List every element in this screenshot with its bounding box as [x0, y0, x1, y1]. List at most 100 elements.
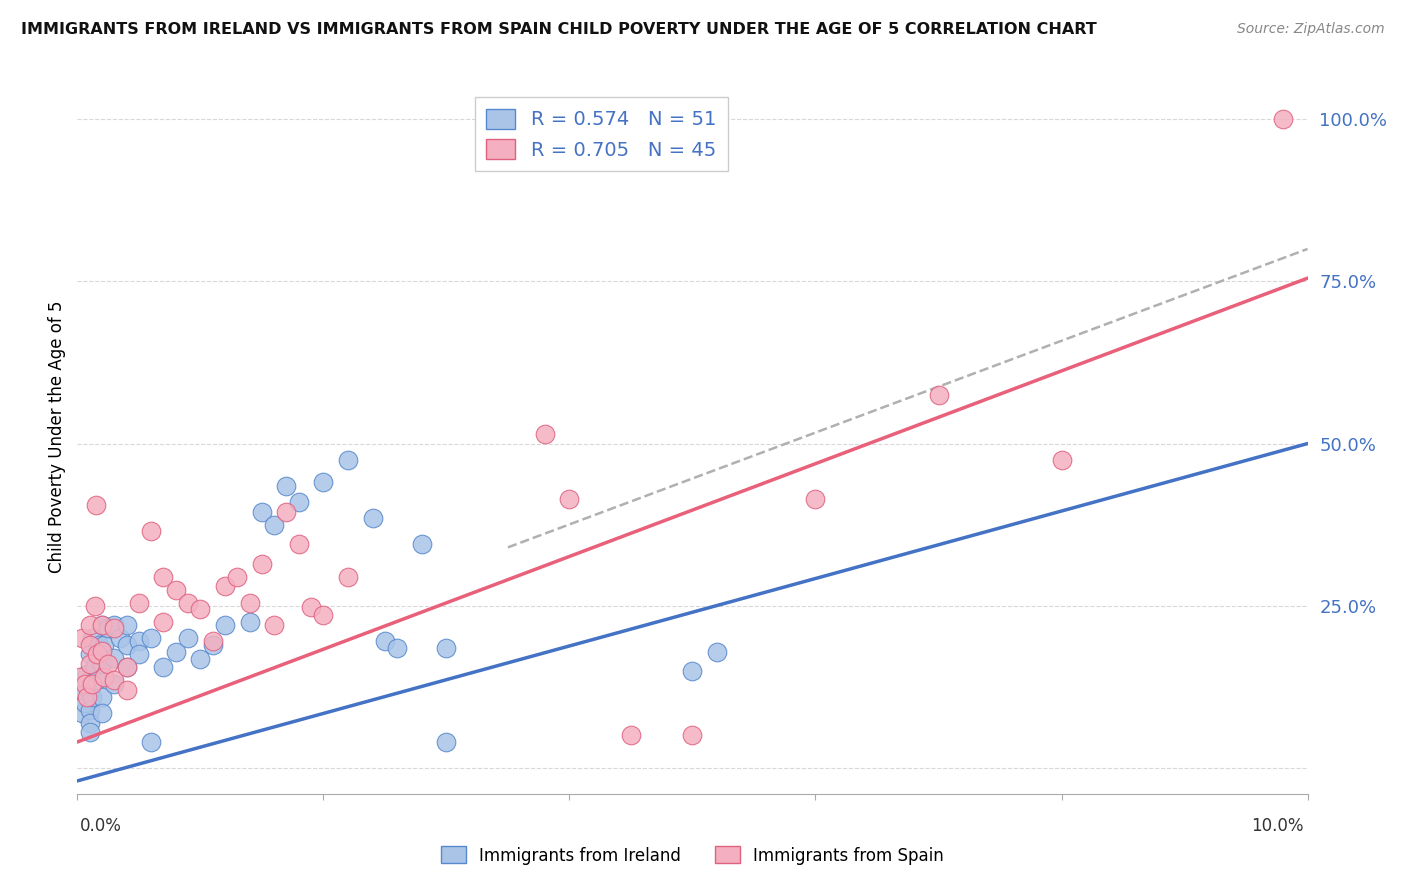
Point — [79, 715, 101, 730]
Y-axis label: Child Poverty Under the Age of 5: Child Poverty Under the Age of 5 — [48, 301, 66, 574]
Point — [84, 498, 107, 512]
Point — [682, 729, 704, 743]
Point — [103, 673, 125, 688]
Point — [90, 657, 114, 672]
Point — [337, 452, 360, 467]
Point — [201, 638, 224, 652]
Point — [141, 735, 163, 749]
Point — [152, 615, 174, 629]
Text: 10.0%: 10.0% — [1251, 817, 1303, 835]
Point — [79, 725, 101, 739]
Point — [165, 582, 187, 597]
Point — [93, 670, 115, 684]
Point — [115, 660, 138, 674]
Point — [82, 631, 104, 645]
Point — [82, 676, 104, 690]
Point — [250, 505, 273, 519]
Point — [103, 650, 125, 665]
Point — [534, 426, 557, 441]
Legend: R = 0.574   N = 51, R = 0.705   N = 45: R = 0.574 N = 51, R = 0.705 N = 45 — [475, 97, 728, 171]
Point — [263, 517, 285, 532]
Point — [90, 706, 114, 720]
Point — [76, 666, 98, 681]
Point — [76, 690, 98, 704]
Point — [115, 638, 138, 652]
Point — [312, 475, 335, 490]
Point — [103, 622, 125, 636]
Point — [226, 569, 249, 583]
Point — [188, 652, 212, 666]
Point — [79, 648, 101, 662]
Point — [73, 676, 96, 690]
Point — [128, 634, 150, 648]
Point — [177, 595, 200, 609]
Point — [103, 676, 125, 690]
Point — [90, 618, 114, 632]
Point — [152, 569, 174, 583]
Point — [436, 735, 458, 749]
Point — [90, 690, 114, 704]
Point — [288, 537, 311, 551]
Point — [79, 657, 101, 672]
Point — [115, 660, 138, 674]
Point — [214, 618, 236, 632]
Point — [73, 696, 96, 710]
Point — [110, 631, 132, 645]
Point — [69, 683, 91, 698]
Point — [90, 644, 114, 658]
Point — [374, 634, 396, 648]
Point — [385, 640, 409, 655]
Point — [177, 631, 200, 645]
Point — [83, 599, 105, 613]
Point — [928, 388, 950, 402]
Text: IMMIGRANTS FROM IRELAND VS IMMIGRANTS FROM SPAIN CHILD POVERTY UNDER THE AGE OF : IMMIGRANTS FROM IRELAND VS IMMIGRANTS FR… — [21, 22, 1097, 37]
Point — [89, 638, 111, 652]
Point — [411, 537, 433, 551]
Point — [79, 638, 101, 652]
Point — [86, 673, 108, 688]
Point — [152, 660, 174, 674]
Point — [128, 595, 150, 609]
Point — [288, 495, 311, 509]
Point — [276, 505, 298, 519]
Text: Source: ZipAtlas.com: Source: ZipAtlas.com — [1237, 22, 1385, 37]
Point — [86, 648, 108, 662]
Point — [115, 618, 138, 632]
Point — [141, 524, 163, 538]
Point — [239, 595, 262, 609]
Point — [93, 638, 115, 652]
Point — [1272, 112, 1295, 127]
Point — [361, 511, 384, 525]
Text: 0.0%: 0.0% — [80, 817, 122, 835]
Point — [263, 618, 285, 632]
Point — [682, 664, 704, 678]
Point — [70, 706, 93, 720]
Point — [79, 618, 101, 632]
Point — [70, 631, 93, 645]
Point — [312, 608, 335, 623]
Point — [97, 657, 120, 672]
Point — [436, 640, 458, 655]
Point — [250, 557, 273, 571]
Point — [276, 479, 298, 493]
Point — [97, 622, 120, 636]
Point — [79, 702, 101, 716]
Point — [115, 683, 138, 698]
Point — [1050, 452, 1073, 467]
Point — [141, 631, 163, 645]
Point — [103, 618, 125, 632]
Point — [239, 615, 262, 629]
Point — [214, 579, 236, 593]
Point — [299, 600, 322, 615]
Point — [128, 648, 150, 662]
Point — [82, 690, 104, 704]
Point — [558, 491, 581, 506]
Point — [188, 602, 212, 616]
Point — [165, 645, 187, 659]
Point — [706, 645, 728, 659]
Point — [620, 729, 643, 743]
Point — [337, 569, 360, 583]
Point — [804, 491, 827, 506]
Point — [201, 634, 224, 648]
Point — [69, 670, 91, 684]
